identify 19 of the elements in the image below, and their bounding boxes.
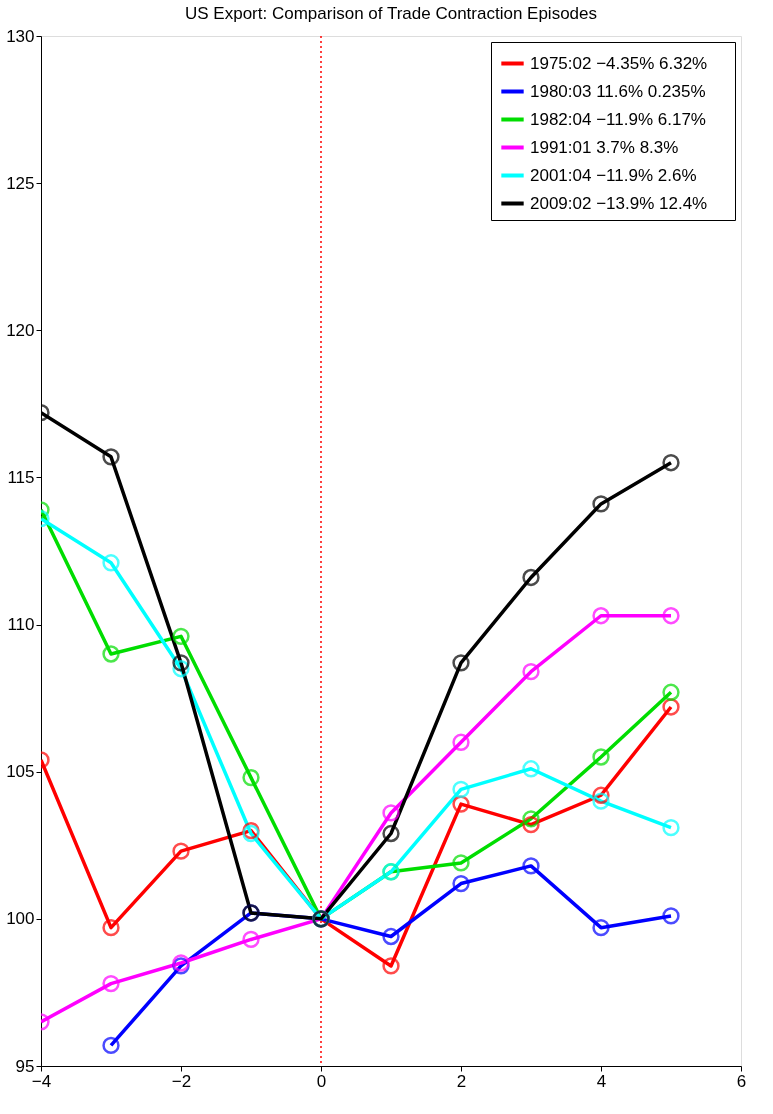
legend-label: 1980:03 11.6% 0.235%: [530, 81, 706, 101]
y-tick-label: 100: [6, 909, 35, 929]
x-tick-label: 2: [456, 1071, 467, 1091]
x-tick-label: 4: [596, 1071, 607, 1091]
legend-label: 1982:04 −11.9% 6.17%: [530, 109, 706, 129]
y-tick-label: 115: [7, 467, 35, 487]
y-tick-label: 110: [7, 615, 35, 635]
legend-label: 1975:02 −4.35% 6.32%: [530, 53, 708, 73]
y-tick-label: 125: [6, 173, 35, 193]
y-tick-label: 105: [6, 762, 35, 782]
x-tick-label: 6: [736, 1071, 747, 1091]
chart-title: US Export: Comparison of Trade Contraction Episodes: [185, 4, 597, 23]
legend-label: 2001:04 −11.9% 2.6%: [530, 165, 697, 185]
legend-label: 1991:01 3.7% 8.3%: [530, 137, 679, 157]
y-tick-label: 120: [6, 320, 35, 340]
legend-label: 2009:02 −13.9% 12.4%: [530, 193, 708, 213]
y-tick-label: 130: [6, 26, 35, 46]
x-tick-label: 0: [316, 1071, 327, 1091]
x-tick-label: −2: [171, 1071, 192, 1091]
